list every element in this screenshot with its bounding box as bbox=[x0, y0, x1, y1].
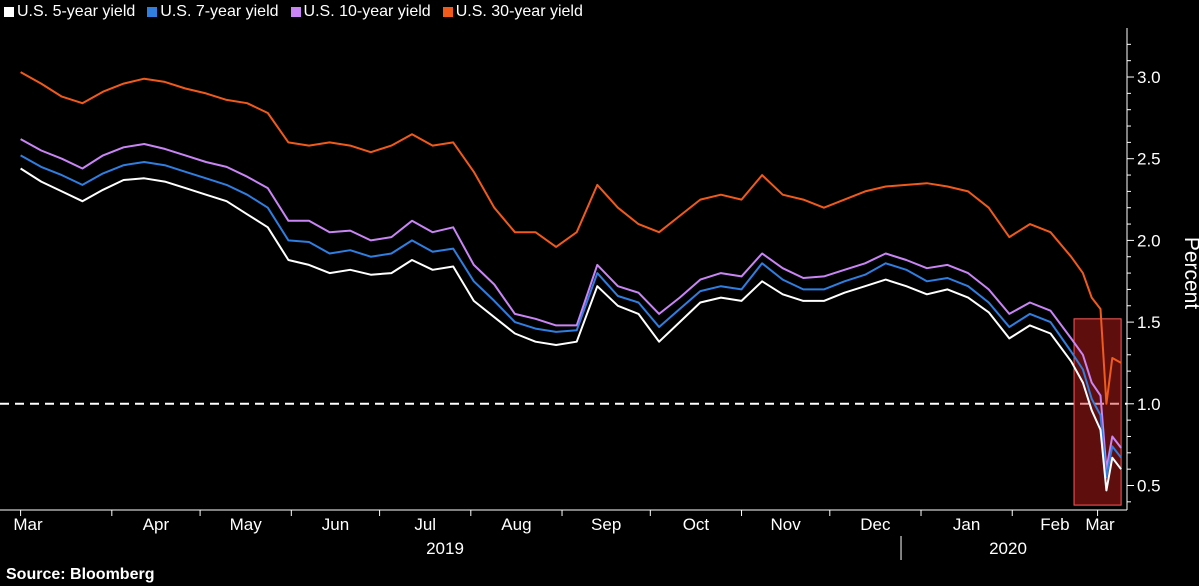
legend: U.S. 5-year yield U.S. 7-year yield U.S.… bbox=[4, 1, 583, 23]
x-tick-label: Dec bbox=[860, 515, 891, 534]
x-year-label: 2019 bbox=[426, 539, 464, 558]
legend-item-7y: U.S. 7-year yield bbox=[147, 3, 279, 21]
series-line-1 bbox=[20, 138, 1122, 471]
x-tick-label: Oct bbox=[683, 515, 710, 534]
y-tick-label: 1.5 bbox=[1137, 313, 1161, 332]
x-tick-label: Nov bbox=[771, 515, 802, 534]
highlight-box bbox=[1073, 318, 1122, 506]
y-tick-label: 3.0 bbox=[1137, 68, 1161, 87]
source-note: Source: Bloomberg bbox=[6, 566, 155, 583]
legend-item-30y: U.S. 30-year yield bbox=[442, 3, 583, 21]
x-tick-label: Jul bbox=[414, 515, 436, 534]
x-year-label: 2020 bbox=[989, 539, 1027, 558]
x-tick-label: Sep bbox=[591, 515, 621, 534]
x-tick-label: Jun bbox=[322, 515, 349, 534]
x-tick-label: Apr bbox=[143, 515, 170, 534]
x-tick-label: Mar bbox=[1085, 515, 1115, 534]
y-tick-label: 2.5 bbox=[1137, 150, 1161, 169]
legend-item-5y: U.S. 5-year yield bbox=[4, 3, 135, 21]
legend-swatch-30y bbox=[442, 7, 453, 17]
x-tick-label: Feb bbox=[1040, 515, 1069, 534]
series-line-3 bbox=[20, 167, 1122, 492]
y-tick-label: 2.0 bbox=[1137, 231, 1161, 250]
legend-label-5y: U.S. 5-year yield bbox=[17, 3, 136, 20]
series-line-2 bbox=[20, 154, 1122, 479]
x-tick-label: Jan bbox=[953, 515, 980, 534]
legend-label-30y: U.S. 30-year yield bbox=[455, 3, 583, 20]
legend-label-7y: U.S. 7-year yield bbox=[160, 3, 279, 20]
legend-label-10y: U.S. 10-year yield bbox=[303, 3, 431, 20]
x-tick-label: Mar bbox=[13, 515, 43, 534]
y-tick-label: 0.5 bbox=[1137, 476, 1161, 495]
legend-swatch-5y bbox=[4, 7, 14, 17]
legend-swatch-10y bbox=[290, 7, 301, 17]
series-line-0 bbox=[20, 71, 1122, 405]
y-axis-title: Percent bbox=[1180, 237, 1199, 310]
legend-item-10y: U.S. 10-year yield bbox=[290, 3, 431, 21]
x-tick-label: May bbox=[230, 515, 263, 534]
x-tick-label: Aug bbox=[501, 515, 531, 534]
y-tick-label: 1.0 bbox=[1137, 395, 1161, 414]
legend-swatch-7y bbox=[147, 7, 158, 17]
